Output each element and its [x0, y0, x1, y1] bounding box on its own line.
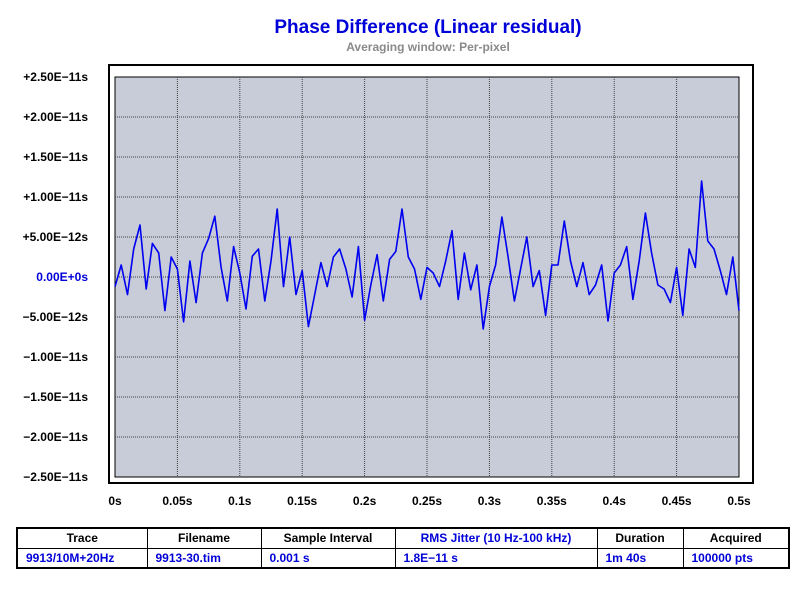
y-tick-label: +2.00E−11s: [23, 110, 88, 124]
y-tick-label: −5.00E−12s: [23, 310, 89, 324]
y-tick-label: +5.00E−12s: [23, 230, 89, 244]
y-tick-label: 0.00E+0s: [36, 270, 88, 284]
header-rms-jitter: RMS Jitter (10 Hz-100 kHz): [394, 527, 598, 549]
trace-info-table: Trace Filename Sample Interval RMS Jitte…: [16, 527, 790, 569]
cell-duration: 1m 40s: [596, 547, 684, 569]
x-tick-label: 0.05s: [162, 494, 192, 508]
x-tick-label: 0.1s: [228, 494, 252, 508]
x-tick-label: 0.2s: [353, 494, 377, 508]
x-tick-label: 0.35s: [537, 494, 567, 508]
x-tick-label: 0.3s: [478, 494, 502, 508]
y-tick-label: +1.00E−11s: [23, 190, 88, 204]
header-filename: Filename: [146, 527, 262, 549]
chart-subtitle: Averaging window: Per-pixel: [346, 40, 510, 54]
y-axis-ticks: +2.50E−11s +2.00E−11s +1.50E−11s +1.00E−11s…: [23, 70, 89, 484]
y-tick-label: +1.50E−11s: [23, 150, 88, 164]
x-axis-ticks: 0s 0.05s 0.1s 0.15s 0.2s 0.25s 0.3s 0.35s 0.4s 0.…: [108, 494, 751, 508]
y-tick-label: −1.50E−11s: [23, 390, 88, 404]
cell-trace: 9913/10M+20Hz: [16, 547, 148, 569]
y-tick-label: −2.50E−11s: [23, 470, 88, 484]
header-trace: Trace: [16, 527, 148, 549]
phase-difference-chart: +2.50E−11s +2.00E−11s +1.50E−11s +1.00E−11s…: [23, 64, 754, 508]
header-duration: Duration: [596, 527, 684, 549]
x-tick-label: 0.5s: [727, 494, 751, 508]
cell-filename: 9913-30.tim: [146, 547, 262, 569]
x-tick-label: 0.45s: [662, 494, 692, 508]
y-tick-label: −2.00E−11s: [23, 430, 88, 444]
chart-title: Phase Difference (Linear residual): [274, 17, 582, 38]
table-header-row: Trace Filename Sample Interval RMS Jitte…: [16, 527, 790, 549]
cell-sample-interval: 0.001 s: [260, 547, 396, 569]
x-tick-label: 0s: [108, 494, 122, 508]
series-group: [114, 180, 740, 330]
y-tick-label: −1.00E−11s: [23, 350, 88, 364]
y-tick-label: +2.50E−11s: [23, 70, 88, 84]
x-tick-label: 0.4s: [603, 494, 627, 508]
cell-acquired: 100000 pts: [682, 547, 790, 569]
x-tick-label: 0.15s: [287, 494, 317, 508]
table-row: 9913/10M+20Hz 9913-30.tim 0.001 s 1.8E−1…: [16, 547, 790, 569]
cell-rms-jitter: 1.8E−11 s: [394, 547, 598, 569]
series-line: [114, 180, 740, 330]
x-tick-label: 0.25s: [412, 494, 442, 508]
header-acquired: Acquired: [682, 527, 790, 549]
header-sample-interval: Sample Interval: [260, 527, 396, 549]
